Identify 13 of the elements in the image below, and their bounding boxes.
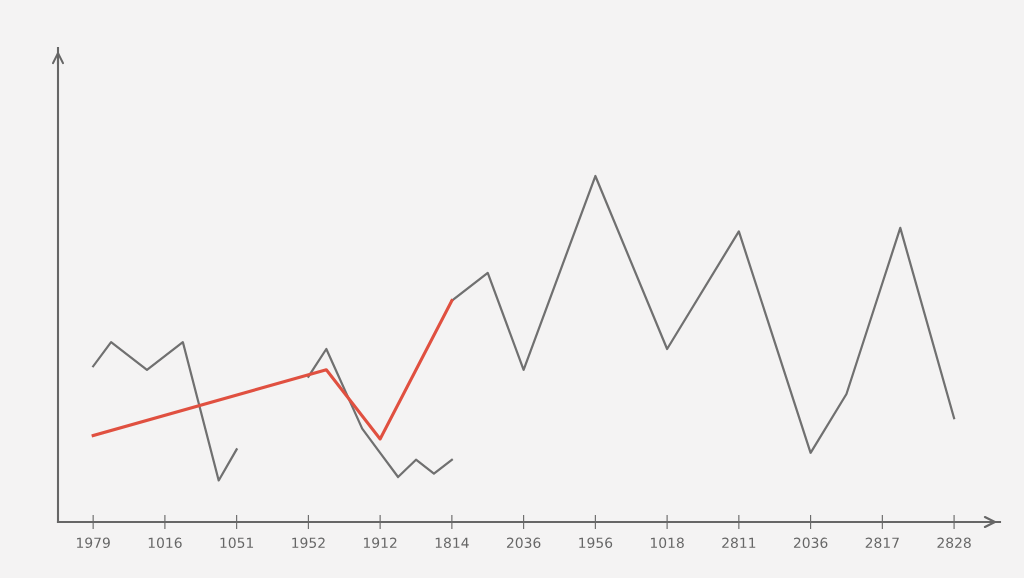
x-tick-label: 1952 xyxy=(292,537,325,549)
x-tick-label: 1956 xyxy=(579,537,613,549)
x-tick-label: 1912 xyxy=(363,537,397,549)
x-tick-label: 1018 xyxy=(650,537,684,549)
x-tick-label: 1814 xyxy=(435,537,469,549)
x-tick-label: 1051 xyxy=(220,537,254,549)
x-tick-label: 2036 xyxy=(793,537,828,549)
x-tick-label: 2036 xyxy=(506,537,541,549)
x-tick-label: 1016 xyxy=(148,537,182,549)
x-tick-label: 2817 xyxy=(865,537,899,549)
x-tick-label: 2811 xyxy=(722,537,756,549)
x-tick-label: 1979 xyxy=(77,537,110,549)
x-tick-label: 2828 xyxy=(937,537,971,549)
